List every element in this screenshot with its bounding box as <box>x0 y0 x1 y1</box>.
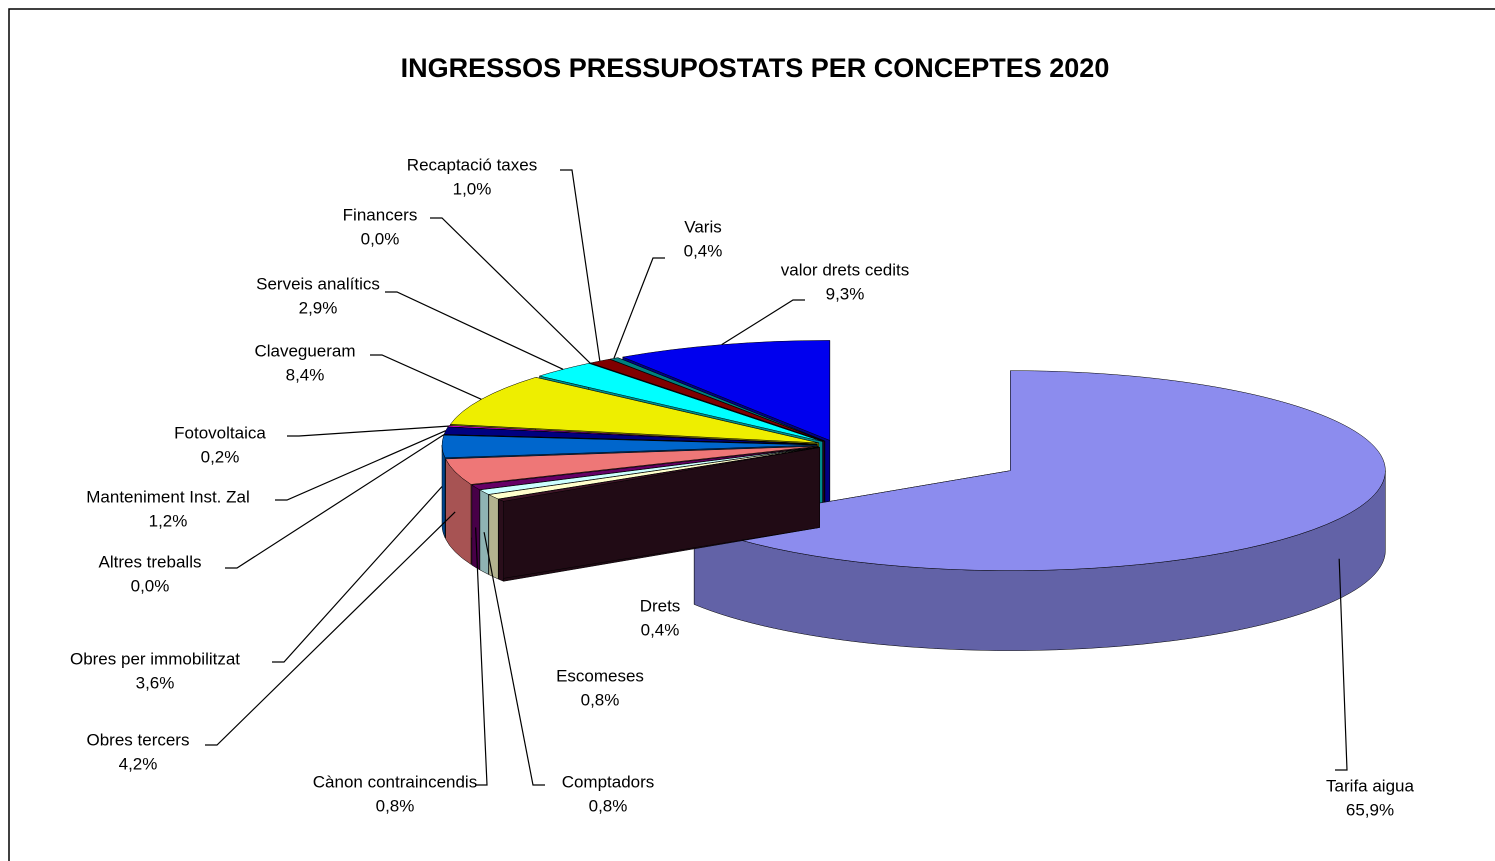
slice-wall <box>498 498 504 582</box>
slice-label: Clavegueram <box>254 341 355 360</box>
leader-line <box>560 169 601 362</box>
slice-label: Serveis analítics <box>256 274 380 293</box>
slice-label: Comptadors <box>562 772 655 791</box>
slice-label: Obres tercers <box>87 730 190 749</box>
slice-label: Drets <box>640 596 681 615</box>
slice-group <box>497 447 820 582</box>
leader-line <box>475 527 488 786</box>
slice-value-label: 0,8% <box>581 690 620 709</box>
pie-slice <box>471 446 819 490</box>
leader-line <box>287 425 449 437</box>
slice-value-label: 0,0% <box>131 576 170 595</box>
slice-label: Altres treballs <box>99 552 202 571</box>
pie-slice <box>589 362 824 442</box>
chart-title: INGRESSOS PRESSUPOSTATS PER CONCEPTES 20… <box>401 53 1110 83</box>
slice-label: Recaptació taxes <box>407 155 537 174</box>
slice-value-label: 2,9% <box>299 298 338 317</box>
pie-slice <box>497 447 820 502</box>
leader-line <box>385 291 564 370</box>
leader-line <box>430 217 591 364</box>
pie-slice <box>443 434 818 445</box>
slice-value-label: 4,2% <box>119 754 158 773</box>
leader-line <box>275 430 446 501</box>
slice-value-label: 0,4% <box>684 241 723 260</box>
slice-value-label: 0,0% <box>361 229 400 248</box>
slice-label: Manteniment Inst. Zal <box>86 487 249 506</box>
leader-line <box>1335 558 1348 771</box>
slice-group <box>693 370 1386 651</box>
leader-line <box>483 532 545 786</box>
slice-label: Financers <box>343 205 418 224</box>
leader-line <box>370 354 482 400</box>
slice-value-label: 0,8% <box>589 796 628 815</box>
leader-line <box>272 486 443 663</box>
pie-slice <box>621 340 831 441</box>
pie-slice <box>538 363 823 442</box>
pie-slice <box>693 370 1386 571</box>
slice-value-label: 0,8% <box>376 796 415 815</box>
slice-value-label: 0,4% <box>641 620 680 639</box>
slice-label: Varis <box>684 217 721 236</box>
slice-label: Escomeses <box>556 666 644 685</box>
leader-line <box>205 511 456 746</box>
leader-line <box>225 434 445 569</box>
slice-label: Cànon contraincendis <box>313 772 477 791</box>
slice-label: Fotovoltaica <box>174 423 266 442</box>
slice-value-label: 9,3% <box>826 284 865 303</box>
pie-slice <box>449 377 819 444</box>
pie-slice <box>445 445 818 485</box>
slice-value-label: 0,2% <box>201 447 240 466</box>
slice-label: Tarifa aigua <box>1326 776 1414 795</box>
slice-value-label: 1,0% <box>453 179 492 198</box>
slice-value-label: 8,4% <box>286 365 325 384</box>
leader-line <box>613 257 665 359</box>
slice-value-label: 65,9% <box>1346 800 1394 819</box>
slice-label: valor drets cedits <box>781 260 910 279</box>
slice-value-label: 3,6% <box>136 673 175 692</box>
slice-wall <box>471 484 480 571</box>
leader-line <box>721 299 805 346</box>
slice-value-label: 1,2% <box>149 511 188 530</box>
pie-slice <box>479 446 819 495</box>
slice-label: Obres per immobilitzat <box>70 649 240 668</box>
